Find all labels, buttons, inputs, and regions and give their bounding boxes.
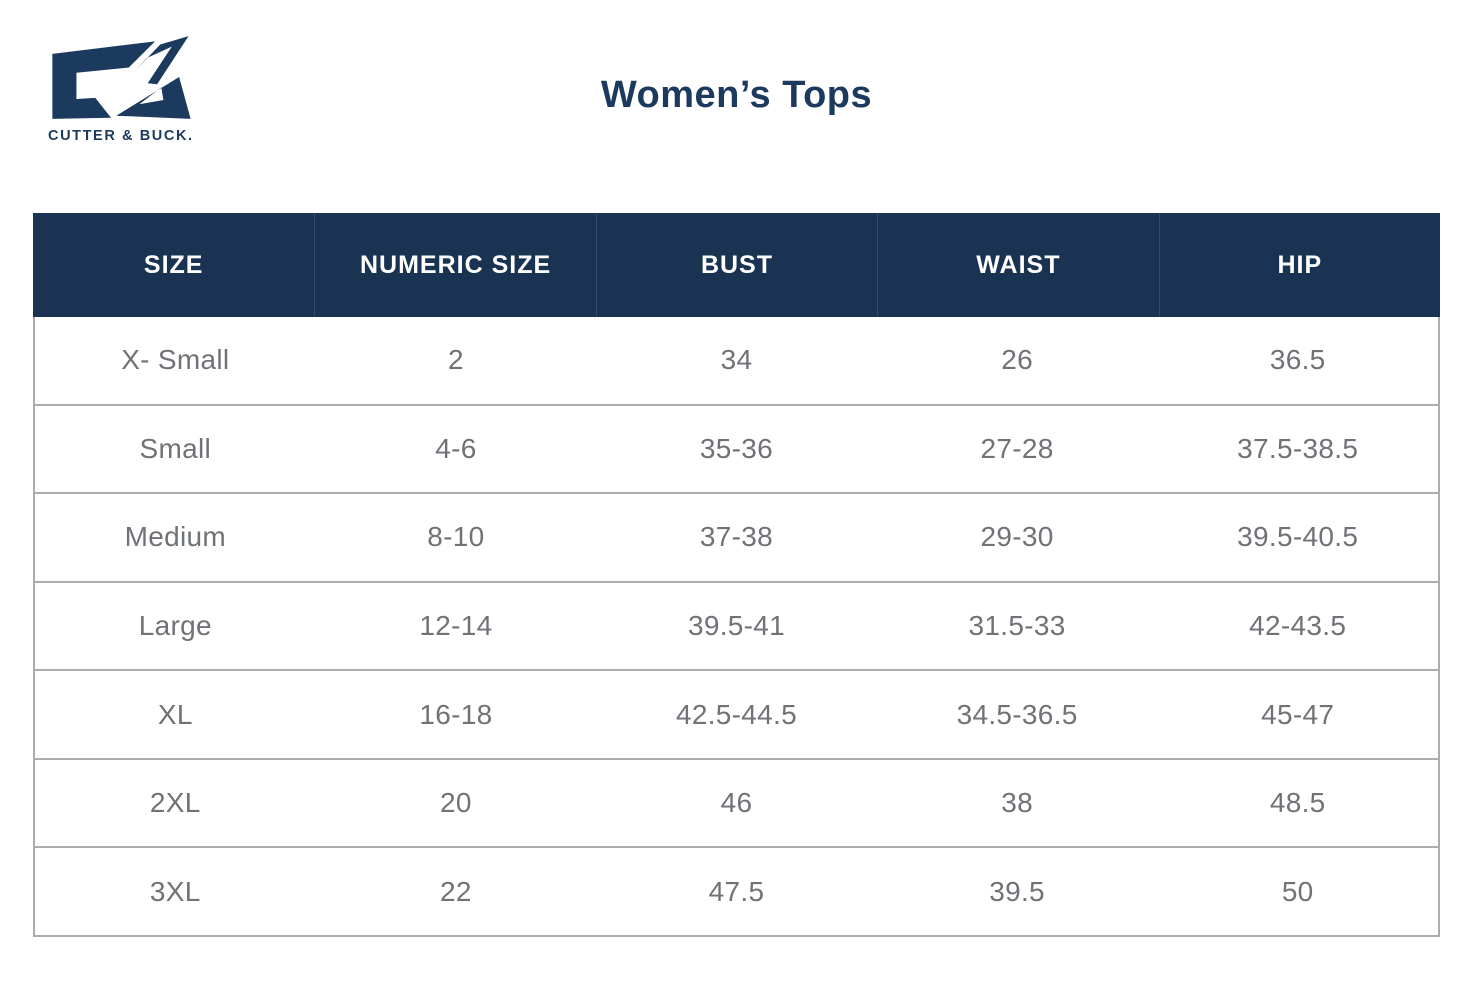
measurement-cell: 27-28: [980, 432, 1054, 464]
table-row: 2XL 20 46 38 48.5: [35, 757, 1438, 847]
measurement-cell: 22: [440, 875, 472, 907]
size-label-cell: X- Small: [121, 344, 230, 376]
page-title: Women’s Tops: [600, 74, 873, 116]
measurement-cell: 45-47: [1261, 698, 1335, 730]
measurement-cell: 34: [720, 344, 753, 376]
measurement-cell: 4-6: [435, 432, 477, 464]
measurement-cell: 31.5-33: [968, 610, 1066, 642]
measurement-cell: 20: [440, 787, 472, 819]
table-row: Large 12-14 39.5-41 31.5-33 42-43.5: [35, 580, 1438, 670]
measurement-cell: 34.5-36.5: [956, 698, 1078, 730]
column-header-hip: HIP: [1158, 213, 1440, 317]
size-label-cell: Small: [139, 432, 212, 464]
measurement-cell: 48.5: [1269, 787, 1326, 819]
size-label-cell: Medium: [124, 521, 226, 553]
measurement-cell: 8-10: [427, 521, 485, 553]
measurement-cell: 36.5: [1269, 344, 1326, 376]
measurement-cell: 47.5: [708, 875, 765, 907]
measurement-cell: 37-38: [699, 521, 774, 553]
measurement-cell: 29-30: [980, 521, 1054, 553]
measurement-cell: 39.5: [989, 875, 1045, 907]
table-header-row: SIZE NUMERIC SIZE BUST WAIST HIP: [33, 213, 1440, 317]
table-row: 3XL 22 47.5 39.5 50: [35, 846, 1438, 936]
column-header-size: SIZE: [143, 250, 204, 279]
brand-name: CUTTER & BUCK.: [48, 128, 194, 144]
size-label-cell: 2XL: [149, 787, 201, 819]
size-label-cell: XL: [157, 698, 193, 730]
column-header-numeric-size: NUMERIC SIZE: [314, 213, 595, 317]
table-row: XL 16-18 42.5-44.5 34.5-36.5 45-47: [35, 669, 1438, 758]
measurement-cell: 50: [1281, 875, 1314, 907]
measurement-cell: 26: [1001, 344, 1033, 376]
table-row: X- Small 2 34 26 36.5: [35, 315, 1438, 404]
measurement-cell: 38: [1001, 787, 1033, 819]
measurement-cell: 39.5-41: [687, 610, 786, 642]
measurement-cell: 42-43.5: [1249, 610, 1347, 642]
measurement-cell: 39.5-40.5: [1237, 521, 1359, 553]
measurement-cell: 35-36: [699, 432, 774, 464]
size-chart-table: SIZE NUMERIC SIZE BUST WAIST HIP X- Small 2 34…: [33, 213, 1440, 937]
measurement-cell: 46: [720, 787, 753, 819]
table-row: Small 4-6 35-36 27-28 37.5-38.5: [35, 403, 1438, 493]
measurement-cell: 42.5-44.5: [675, 698, 797, 730]
measurement-cell: 16-18: [419, 698, 493, 730]
size-label-cell: 3XL: [149, 875, 201, 907]
size-label-cell: Large: [138, 610, 212, 642]
brand-logo: CUTTER & BUCK.: [48, 34, 208, 144]
cutter-buck-monogram-icon: [52, 36, 191, 119]
measurement-cell: 2: [447, 344, 464, 376]
measurement-cell: 37.5-38.5: [1237, 432, 1359, 464]
measurement-cell: 12-14: [419, 610, 493, 642]
table-row: Medium 8-10 37-38 29-30 39.5-40.5: [35, 492, 1438, 581]
column-header-waist: WAIST: [877, 213, 1158, 317]
column-header-bust: BUST: [595, 213, 877, 317]
